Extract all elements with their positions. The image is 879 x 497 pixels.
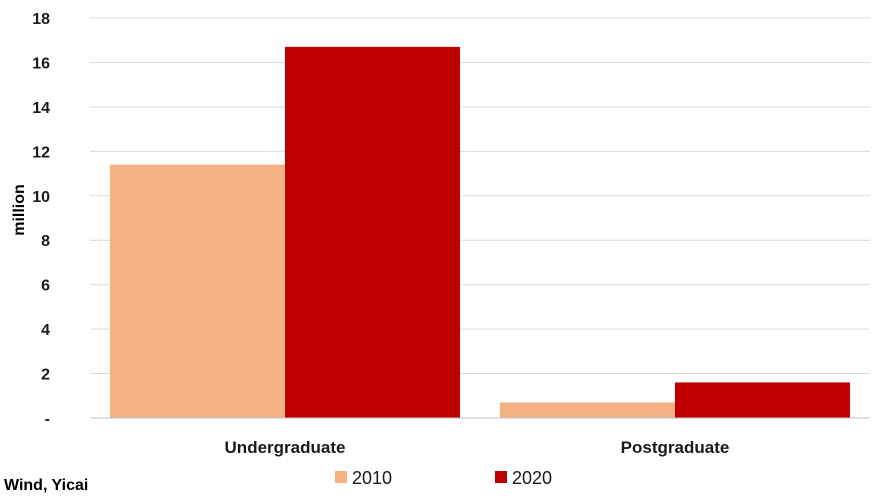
- bars: [110, 46, 850, 419]
- y-axis-label: million: [11, 184, 28, 236]
- bar-postgraduate-2010: [500, 402, 675, 418]
- y-axis-ticks: - 2 4 6 8 10 12 14 16 18: [32, 11, 50, 428]
- x-category-label: Postgraduate: [621, 438, 730, 457]
- y-tick-label: 16: [32, 55, 50, 72]
- legend-swatch-2020: [495, 471, 507, 483]
- legend-swatch-2010: [335, 471, 347, 483]
- legend-label-2010: 2010: [352, 468, 392, 488]
- y-tick-label: 10: [32, 189, 50, 206]
- bar-undergraduate-2020: [285, 46, 460, 419]
- y-tick-label: -: [45, 411, 50, 428]
- y-tick-label: 14: [32, 100, 50, 117]
- y-tick-label: 2: [41, 367, 50, 384]
- x-category-label: Undergraduate: [225, 438, 346, 457]
- y-tick-label: 8: [41, 233, 50, 250]
- bar-undergraduate-2010: [110, 164, 285, 418]
- y-tick-label: 12: [32, 144, 50, 161]
- legend: 2010 2020: [335, 468, 552, 488]
- y-tick-label: 6: [41, 278, 50, 295]
- legend-label-2020: 2020: [512, 468, 552, 488]
- bar-postgraduate-2020: [675, 382, 850, 418]
- source-note: Wind, Yicai: [4, 477, 88, 494]
- y-tick-label: 18: [32, 11, 50, 28]
- category-labels: Undergraduate Postgraduate: [225, 438, 730, 457]
- y-tick-label: 4: [41, 322, 50, 339]
